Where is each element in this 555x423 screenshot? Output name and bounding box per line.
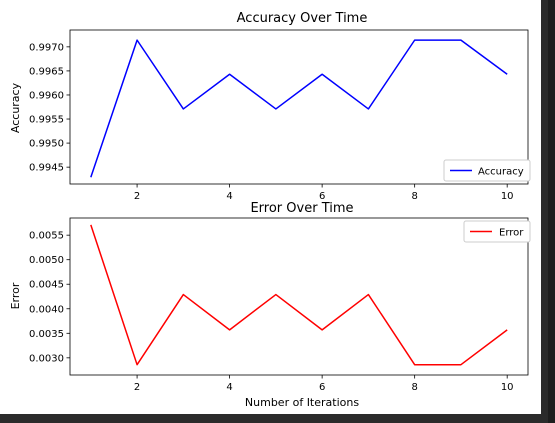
accuracy-x-tick-label: 8 <box>411 191 417 202</box>
error-y-tick-label: 0.0055 <box>29 231 64 242</box>
accuracy-chart-title: Accuracy Over Time <box>237 11 368 26</box>
accuracy-y-tick-label: 0.9960 <box>29 90 64 101</box>
accuracy-legend: Accuracy <box>443 159 531 182</box>
accuracy-x-tick-label: 4 <box>226 191 232 202</box>
error-x-tick-label: 10 <box>501 382 514 393</box>
error-legend-label: Error <box>499 228 524 239</box>
accuracy-y-tick-label: 0.9955 <box>29 115 64 126</box>
error-x-tick-label: 4 <box>226 382 232 393</box>
accuracy-y-tick-label: 0.9945 <box>29 163 64 174</box>
accuracy-y-tick-label: 0.9970 <box>29 42 64 53</box>
error-axes-frame <box>69 217 529 376</box>
error-x-axis-label: Number of Iterations <box>245 396 359 409</box>
error-y-tick-label: 0.0040 <box>29 304 64 315</box>
accuracy-series-line <box>90 39 508 178</box>
accuracy-x-tick-label: 10 <box>501 191 514 202</box>
error-y-tick-label: 0.0030 <box>29 353 64 364</box>
error-legend: Error <box>463 220 531 243</box>
error-y-tick-label: 0.0035 <box>29 329 64 340</box>
error-plot-area: 2 4 6 8 10 0.0030 0.0035 0.0040 0.0045 0.0050 0.00… <box>29 217 529 393</box>
accuracy-plot-area: 2 4 6 8 10 0.9950 0.9955 0.9960 0.9965 0.9970 0.99… <box>29 29 529 202</box>
accuracy-x-tick-label: 6 <box>319 191 325 202</box>
accuracy-x-tick-label: 2 <box>134 191 140 202</box>
error-chart: Error Over Time Error Number of Iteratio… <box>9 201 531 409</box>
chart-canvas: Accuracy Over Time Accuracy 2 4 6 8 10 0.9950… <box>9 11 531 409</box>
error-y-axis-label: Error <box>9 282 22 309</box>
accuracy-legend-label: Accuracy <box>478 167 524 178</box>
error-chart-title: Error Over Time <box>250 201 353 216</box>
error-y-tick-label: 0.0050 <box>29 255 64 266</box>
accuracy-axes-frame <box>69 29 529 185</box>
accuracy-y-axis-label: Accuracy <box>9 82 22 133</box>
error-series-line <box>90 224 508 366</box>
accuracy-y-tick-label: 0.9950 <box>29 139 64 150</box>
error-y-tick-label: 0.0045 <box>29 280 64 291</box>
window-edge <box>548 0 555 423</box>
error-x-tick-label: 2 <box>134 382 140 393</box>
accuracy-chart: Accuracy Over Time Accuracy 2 4 6 8 10 0.9950… <box>9 11 531 202</box>
accuracy-legend-box <box>443 159 531 182</box>
figure: Accuracy Over Time Accuracy 2 4 6 8 10 0.9950… <box>0 0 541 414</box>
error-x-tick-label: 6 <box>319 382 325 393</box>
error-x-tick-label: 8 <box>411 382 417 393</box>
error-legend-box <box>463 220 531 243</box>
accuracy-y-tick-label: 0.9965 <box>29 66 64 77</box>
